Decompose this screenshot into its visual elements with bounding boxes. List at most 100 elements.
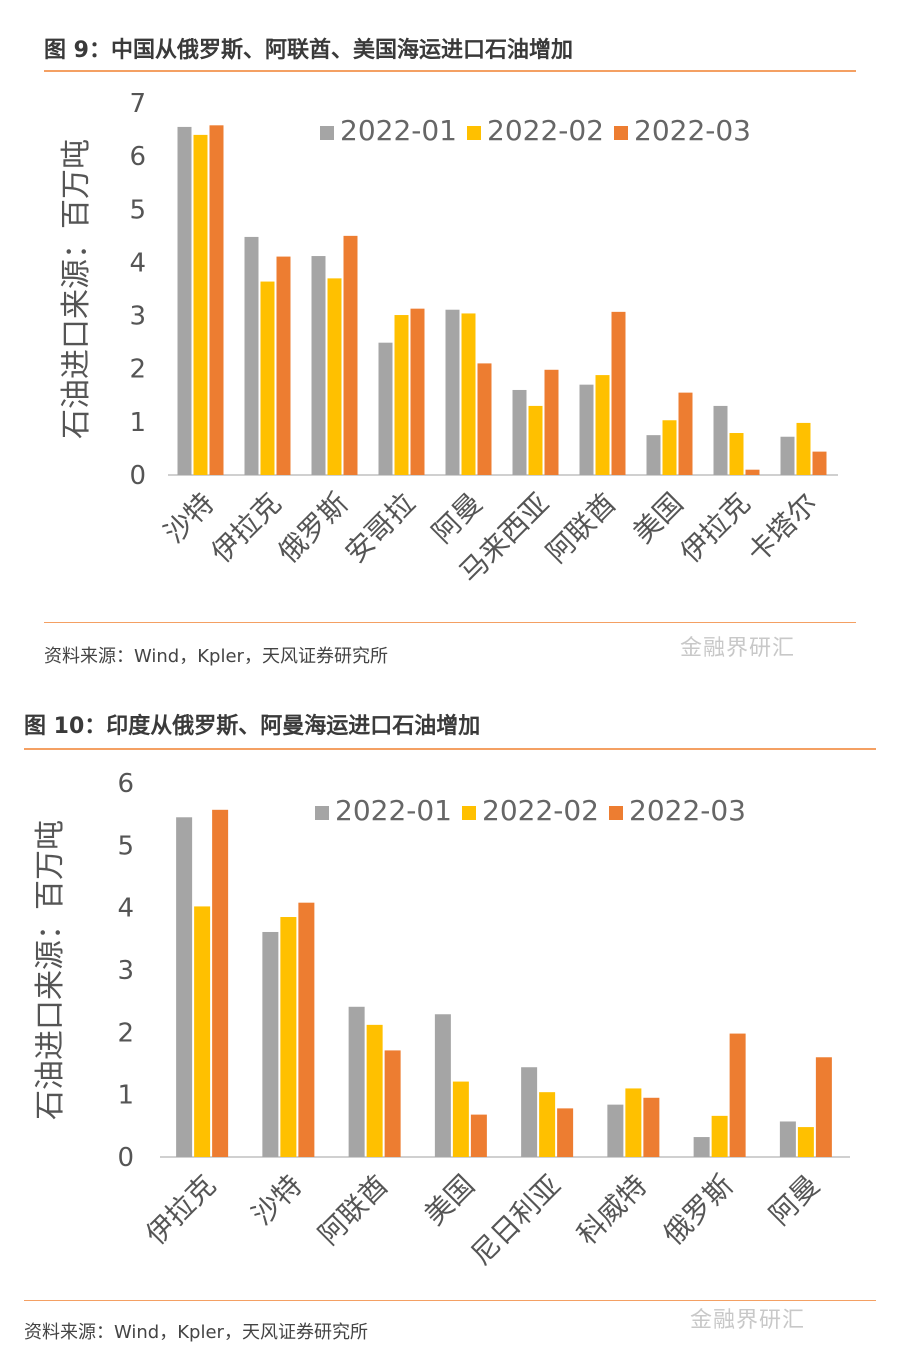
chart9-legend-swatch xyxy=(320,126,334,140)
chart10-bar xyxy=(711,1115,728,1157)
chart9-bar xyxy=(729,433,744,475)
chart9-y-tick: 0 xyxy=(129,461,146,491)
chart10-bar xyxy=(625,1088,642,1157)
chart10-bar xyxy=(366,1024,383,1157)
chart9-y-tick: 6 xyxy=(129,142,146,172)
chart10-y-tick: 0 xyxy=(117,1143,134,1173)
chart10-y-tick: 5 xyxy=(117,831,134,861)
chart9-bar xyxy=(445,309,460,475)
chart9-bar xyxy=(796,422,811,475)
chart10-legend-swatch xyxy=(609,806,623,820)
chart9-bar xyxy=(378,342,393,475)
chart9-legend-swatch xyxy=(614,126,628,140)
chart9-legend-swatch xyxy=(467,126,481,140)
chart10-bar xyxy=(557,1108,574,1157)
chart10-bar xyxy=(298,902,315,1157)
chart10-bar xyxy=(797,1127,814,1157)
chart10-category-label: 阿曼 xyxy=(763,1169,826,1232)
chart9-bar xyxy=(780,436,795,475)
chart9-y-tick: 5 xyxy=(129,195,146,225)
figure-9-title: 图 9：中国从俄罗斯、阿联酋、美国海运进口石油增加 xyxy=(44,38,573,63)
chart9-bar xyxy=(544,369,559,475)
chart9-bar xyxy=(646,435,661,475)
chart9-y-tick: 1 xyxy=(129,408,146,438)
chart9-bar xyxy=(745,469,760,475)
chart9-y-tick: 4 xyxy=(129,248,146,278)
chart9-bar xyxy=(394,315,409,475)
chart9-bar xyxy=(512,389,527,475)
chart9-legend-label: 2022-01 xyxy=(340,114,457,147)
figure-10-title-rule xyxy=(24,748,876,750)
figure-9-title-rule xyxy=(44,70,856,72)
chart10-legend-label: 2022-01 xyxy=(335,794,452,827)
chart10-bar xyxy=(434,1014,451,1157)
chart9-bar xyxy=(244,236,259,475)
chart10-bar xyxy=(815,1057,832,1157)
chart10-bar xyxy=(779,1121,796,1157)
chart9-bar xyxy=(193,134,208,475)
chart9-bar xyxy=(812,451,827,475)
chart10-category-label: 沙特 xyxy=(245,1169,308,1232)
chart10-bar xyxy=(607,1104,624,1157)
chart9-bar xyxy=(343,235,358,475)
figure-10-title: 图 10：印度从俄罗斯、阿曼海运进口石油增加 xyxy=(24,714,481,739)
chart10-legend-label: 2022-02 xyxy=(482,794,599,827)
chart10-bar xyxy=(212,809,229,1157)
figure-10-source-rule xyxy=(24,1300,876,1301)
chart10-category-label: 美国 xyxy=(418,1169,481,1232)
figure-10-source: 资料来源：Wind，Kpler，天风证券研究所 xyxy=(24,1322,368,1343)
figure-9-source-rule xyxy=(44,622,856,623)
chart9-bar xyxy=(177,126,192,476)
chart9-y-axis-label: 石油进口来源：百万吨 xyxy=(59,139,94,439)
chart9-bar xyxy=(713,405,728,475)
chart9-bar xyxy=(611,311,626,475)
chart10-bar xyxy=(729,1033,746,1157)
chart9-bar xyxy=(678,392,693,475)
chart9-bar xyxy=(528,405,543,475)
chart9-bar xyxy=(276,256,291,475)
chart10-y-tick: 6 xyxy=(117,769,134,799)
chart10-category-label: 俄罗斯 xyxy=(657,1169,740,1252)
chart9-legend-label: 2022-03 xyxy=(634,114,751,147)
chart10-y-tick: 2 xyxy=(117,1018,134,1048)
chart10-bar xyxy=(262,931,279,1157)
chart10-bar xyxy=(452,1081,469,1157)
chart9-bar xyxy=(327,278,342,475)
chart10-bar xyxy=(176,817,193,1157)
chart10-y-tick: 1 xyxy=(117,1081,134,1111)
chart9-bar xyxy=(662,420,677,475)
chart10-bar xyxy=(643,1097,660,1157)
chart9-bar xyxy=(410,308,425,475)
chart9-bar xyxy=(595,375,610,475)
chart10-bar xyxy=(521,1067,538,1157)
chart9-bar xyxy=(209,125,224,475)
chart10-bar xyxy=(348,1006,365,1157)
chart10-bar xyxy=(194,906,211,1157)
chart10-bar xyxy=(384,1050,401,1157)
figure-9-source: 资料来源：Wind，Kpler，天风证券研究所 xyxy=(44,646,388,667)
chart10-y-tick: 3 xyxy=(117,956,134,986)
chart9-bar xyxy=(579,384,594,475)
chart9-legend-label: 2022-02 xyxy=(487,114,604,147)
chart10-bar xyxy=(539,1092,556,1157)
chart10-category-label: 阿联酋 xyxy=(312,1169,395,1252)
chart9-y-tick: 7 xyxy=(129,89,146,119)
chart9-y-tick: 3 xyxy=(129,302,146,332)
chart10-category-label: 科威特 xyxy=(571,1169,654,1252)
chart9-bar xyxy=(477,363,492,475)
chart10-legend-swatch xyxy=(315,806,329,820)
chart10-legend-label: 2022-03 xyxy=(629,794,746,827)
chart10-bar xyxy=(470,1114,487,1157)
chart10-category-label: 尼日利亚 xyxy=(465,1169,568,1272)
chart10-category-label: 伊拉克 xyxy=(139,1169,222,1252)
chart10-bar xyxy=(280,917,297,1157)
figure-9-watermark: 金融界研汇 xyxy=(680,636,796,661)
chart9-bar xyxy=(461,313,476,475)
figure-10-watermark: 金融界研汇 xyxy=(690,1308,806,1333)
chart10-y-axis-label: 石油进口来源：百万吨 xyxy=(33,820,68,1120)
chart10-y-tick: 4 xyxy=(117,894,134,924)
chart10-bar xyxy=(693,1137,710,1157)
chart10-legend-swatch xyxy=(462,806,476,820)
